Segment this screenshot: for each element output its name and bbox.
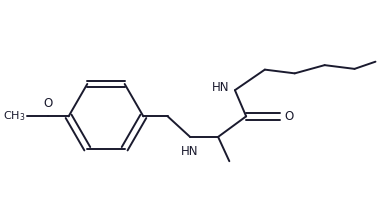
Text: O: O <box>43 97 53 110</box>
Text: HN: HN <box>181 145 198 158</box>
Text: O: O <box>284 110 293 123</box>
Text: HN: HN <box>212 81 229 94</box>
Text: $\rm CH_3$: $\rm CH_3$ <box>3 109 26 123</box>
